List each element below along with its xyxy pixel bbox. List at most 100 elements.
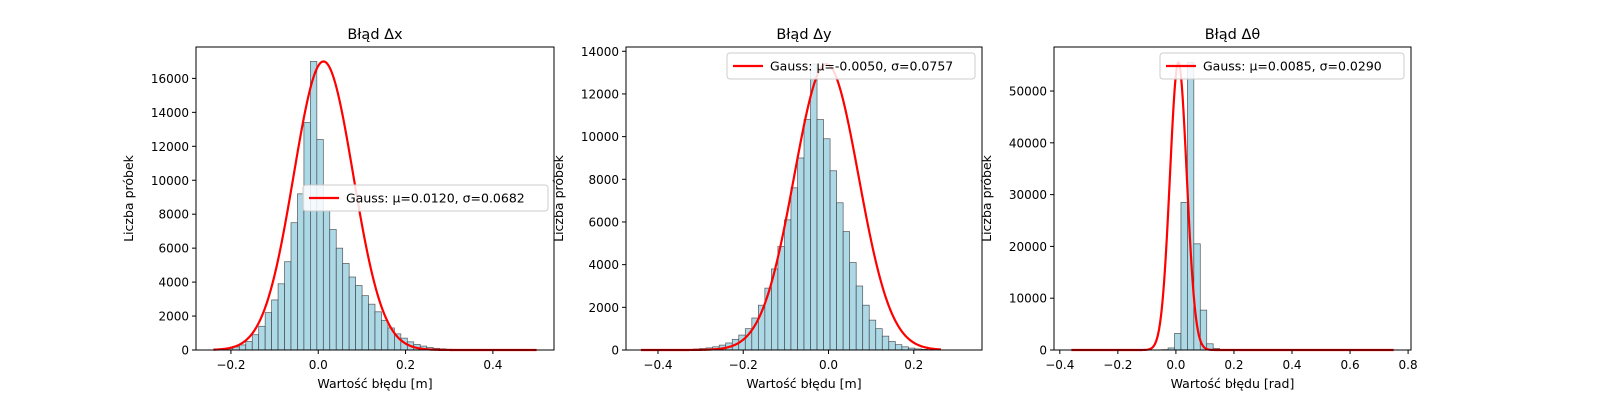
histogram-bar <box>322 210 331 351</box>
histogram-bar <box>361 295 369 351</box>
x-axis-label: Wartość błędu [m] <box>317 376 432 391</box>
x-tick-label: 0.6 <box>1341 358 1360 372</box>
x-tick-label: 0.2 <box>396 358 415 372</box>
histogram-bar <box>784 219 792 351</box>
histogram-bar <box>303 122 311 351</box>
histogram-bar <box>348 276 356 351</box>
x-tick-label: 0.0 <box>1166 358 1185 372</box>
histogram-bar <box>862 304 870 351</box>
x-axis-label: Wartość błędu [m] <box>746 376 861 391</box>
y-tick-label: 14000 <box>151 106 189 120</box>
chart-panel-1: −0.2 0.0 0.2 0.4 0 2000 4000 6000 8000 10000 12000… <box>121 27 555 391</box>
y-tick-label: 4000 <box>588 258 619 272</box>
y-tick-label: 10000 <box>151 174 189 188</box>
y-tick-label: 6000 <box>588 215 619 229</box>
histogram-bar <box>1174 333 1182 351</box>
histogram-bar <box>855 285 864 351</box>
histogram-bar <box>803 119 811 351</box>
x-axis-label: Wartość błędu [rad] <box>1171 376 1295 391</box>
legend-entry: Gauss: μ=-0.0050, σ=0.0757 <box>770 59 953 74</box>
y-tick-label: 2000 <box>588 301 619 315</box>
y-axis-label: Liczba próbek <box>121 154 136 242</box>
x-tick-label: 0.4 <box>483 358 502 372</box>
x-tick-label: 0.4 <box>1282 358 1301 372</box>
histogram-bar <box>245 341 253 351</box>
histogram-bar <box>836 202 844 351</box>
histogram-bar <box>823 138 831 351</box>
histogram-bar <box>842 231 851 351</box>
histogram-bar <box>329 229 337 351</box>
legend-entry: Gauss: μ=0.0120, σ=0.0682 <box>346 191 525 206</box>
gauss-fit-line <box>1071 60 1394 352</box>
legend: Gauss: μ=0.0085, σ=0.0290 <box>1159 52 1405 80</box>
chart-panel-3: −0.4 −0.2 0.0 0.2 0.4 0.6 0.8 0 10000 20000 30000 4… <box>979 27 1418 391</box>
y-tick-label: 14000 <box>581 45 619 59</box>
y-axis-label: Liczba próbek <box>979 154 994 242</box>
axes-frame <box>1053 46 1412 351</box>
histogram-bar <box>297 193 305 351</box>
y-tick-label: 0 <box>611 344 619 358</box>
histogram-bar <box>342 263 350 351</box>
y-tick-label: 12000 <box>581 87 619 101</box>
histogram-bar <box>271 299 279 351</box>
chart-title: Błąd Δy <box>776 27 832 43</box>
histogram-bar <box>258 325 266 351</box>
axes-frame <box>625 46 983 351</box>
legend: Gauss: μ=0.0120, σ=0.0682 <box>302 184 549 212</box>
y-tick-label: 16000 <box>151 72 189 86</box>
histogram-bar <box>290 222 298 351</box>
y-tick-label: 8000 <box>588 173 619 187</box>
chart-title: Błąd Δθ <box>1205 27 1261 43</box>
histogram-bar <box>277 283 285 351</box>
histogram-bar <box>355 285 363 351</box>
histogram-bar <box>816 119 824 351</box>
y-tick-label: 40000 <box>1009 136 1047 150</box>
histogram-bar <box>284 261 292 351</box>
chart-title: Błąd Δx <box>347 27 403 43</box>
legend-box <box>726 52 976 80</box>
histogram-bar <box>875 328 883 351</box>
x-tick-label: −0.4 <box>1045 358 1074 372</box>
histogram-bar <box>829 170 837 351</box>
y-tick-label: 10000 <box>581 130 619 144</box>
histogram-bar <box>868 319 877 351</box>
legend-box <box>1159 52 1405 80</box>
histogram-bar <box>881 335 890 351</box>
histogram-bar <box>316 139 324 351</box>
x-tick-label: −0.2 <box>729 358 758 372</box>
y-tick-label: 0 <box>181 344 189 358</box>
y-tick-label: 10000 <box>1009 292 1047 306</box>
histogram-bar <box>1180 202 1188 351</box>
y-tick-label: 2000 <box>158 310 189 324</box>
y-tick-label: 4000 <box>158 276 189 290</box>
y-tick-label: 50000 <box>1009 85 1047 99</box>
chart-panel-2: −0.4 −0.2 0.0 0.2 0 2000 4000 6000 8000 10000 1200… <box>551 27 983 391</box>
x-tick-label: −0.2 <box>1103 358 1132 372</box>
histogram-bar <box>374 311 382 351</box>
y-tick-label: 6000 <box>158 242 189 256</box>
x-tick-label: −0.4 <box>643 358 672 372</box>
y-axis-label: Liczba próbek <box>551 154 566 242</box>
axes-frame <box>195 46 555 351</box>
x-tick-label: 0.2 <box>1224 358 1243 372</box>
legend-box <box>302 184 549 212</box>
y-tick-label: 30000 <box>1009 188 1047 202</box>
y-tick-label: 0 <box>1039 344 1047 358</box>
histogram-bar <box>335 247 344 351</box>
histogram-bar <box>251 334 260 351</box>
histogram-bar <box>238 344 247 351</box>
x-tick-label: 0.0 <box>819 358 838 372</box>
x-tick-label: 0.2 <box>904 358 923 372</box>
y-tick-label: 8000 <box>158 208 189 222</box>
legend-entry: Gauss: μ=0.0085, σ=0.0290 <box>1203 59 1382 74</box>
legend: Gauss: μ=-0.0050, σ=0.0757 <box>726 52 976 80</box>
histogram-bar <box>381 319 389 351</box>
histogram-bar <box>810 63 818 351</box>
histogram-bar <box>264 312 272 351</box>
x-tick-label: −0.2 <box>216 358 245 372</box>
histogram-bar <box>797 157 805 351</box>
x-tick-label: 0.8 <box>1399 358 1418 372</box>
y-tick-label: 20000 <box>1009 240 1047 254</box>
histogram-bar <box>888 341 896 351</box>
